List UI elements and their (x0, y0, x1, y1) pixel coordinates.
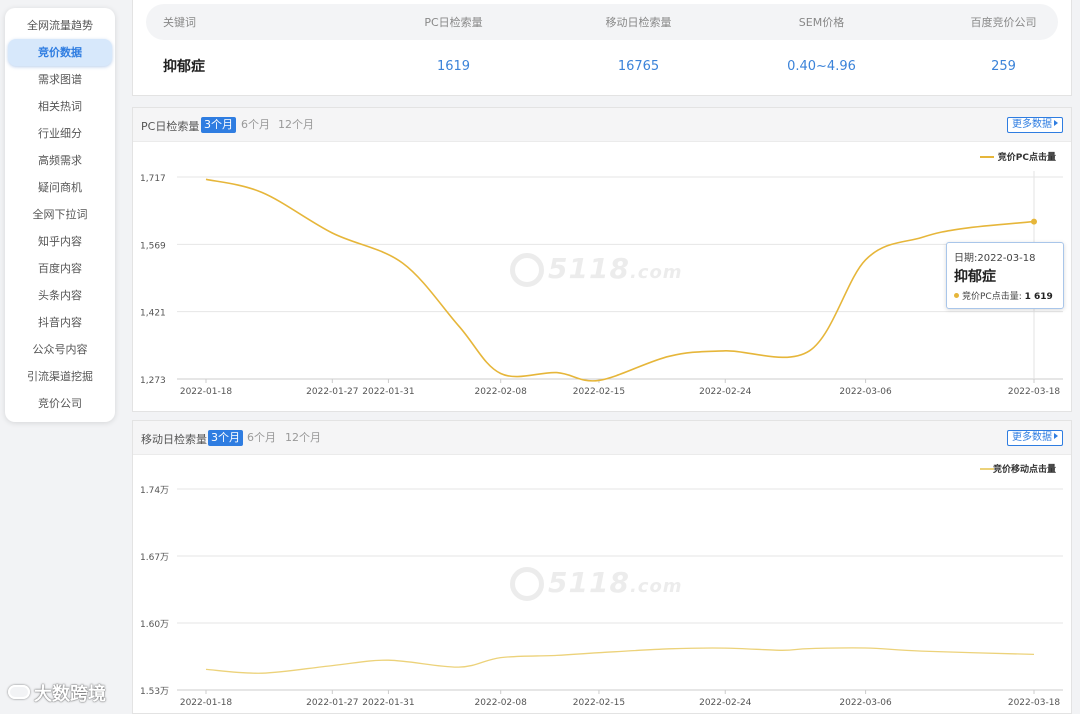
pc-x-tick-label: 2022-01-18 (180, 387, 233, 397)
mobile-x-tick-label: 2022-03-18 (1008, 698, 1061, 708)
mobile-legend-label: 竞价移动点击量 (992, 463, 1056, 475)
tooltip-keyword: 抑郁症 (954, 269, 996, 285)
mobile-x-tick-label: 2022-03-06 (839, 698, 892, 708)
watermark-logo: 5118.com (510, 252, 683, 287)
sidebar-item-douyin-content[interactable]: 抖音内容 (38, 316, 82, 329)
tooltip-date: 日期:2022-03-18 (954, 253, 1036, 264)
cell-pc-search[interactable]: 1619 (436, 58, 471, 74)
watermark-circle-icon (510, 253, 544, 287)
tooltip-series-label: 竞价PC点击量: (962, 292, 1022, 302)
pc-x-tick-label: 2022-02-15 (573, 387, 625, 397)
mobile-search-panel: 移动日检索量 3个月 6个月 12个月 更多数据 (132, 420, 1072, 714)
header-keyword: 关键词 (163, 16, 196, 29)
mobile-x-tick-label: 2022-02-24 (699, 698, 752, 708)
triangle-right-icon (1054, 120, 1058, 126)
pc-y-tick-label: 1,717 (140, 174, 166, 184)
header-mobile-search: 移动日检索量 (605, 16, 672, 29)
sidebar-item-industry-segment[interactable]: 行业细分 (38, 127, 82, 140)
sidebar-item-zhihu-content[interactable]: 知乎内容 (38, 235, 82, 248)
header-sem-price: SEM价格 (798, 16, 845, 29)
sidebar-item-traffic-channel[interactable]: 引流渠道挖掘 (27, 370, 93, 383)
pc-x-tick-label: 2022-01-31 (362, 387, 414, 397)
corner-watermark: 大数跨境 (8, 680, 106, 706)
pc-legend-label: 竞价PC点击量 (997, 151, 1056, 163)
keyword-summary-table: 关键词 PC日检索量 移动日检索量 SEM价格 百度竞价公司 抑郁症 1619 … (132, 0, 1072, 96)
mobile-range-3m-button[interactable]: 3个月 (208, 430, 243, 446)
mobile-x-tick-label: 2022-02-15 (573, 698, 625, 708)
header-bidding-companies: 百度竞价公司 (970, 16, 1037, 29)
header-pc-search: PC日检索量 (424, 16, 483, 29)
sidebar-item-bidding-data[interactable]: 竞价数据 (8, 39, 112, 66)
sidebar-item-dropdown-words[interactable]: 全网下拉词 (32, 208, 88, 221)
mobile-panel-header: 移动日检索量 3个月 6个月 12个月 更多数据 (133, 421, 1071, 455)
pc-more-data-label: 更多数据 (1012, 119, 1052, 130)
pc-y-tick-label: 1,273 (140, 376, 166, 386)
mobile-range-6m-button[interactable]: 6个月 (247, 431, 276, 444)
pc-range-12m-button[interactable]: 12个月 (278, 118, 314, 131)
mobile-more-data-button[interactable]: 更多数据 (1007, 430, 1063, 446)
pc-series-line[interactable] (205, 178, 1035, 382)
mobile-y-tick-label: 1.53万 (140, 687, 169, 697)
sidebar-item-question-opportunity[interactable]: 疑问商机 (38, 181, 82, 194)
cell-keyword: 抑郁症 (163, 59, 205, 75)
mobile-y-tick-label: 1.74万 (140, 486, 169, 496)
pc-search-panel: PC日检索量 3个月 6个月 12个月 更多数据 (132, 107, 1072, 412)
chart-tooltip: 日期:2022-03-18 抑郁症 竞价PC点击量: 1 619 (946, 242, 1064, 309)
mobile-x-tick-label: 2022-01-31 (362, 698, 414, 708)
mobile-range-12m-button[interactable]: 12个月 (285, 431, 321, 444)
pc-data-point[interactable] (1031, 218, 1037, 225)
pc-x-tick-label: 2022-02-08 (475, 387, 528, 397)
sidebar-item-demand-graph[interactable]: 需求图谱 (38, 73, 82, 86)
mobile-panel-title: 移动日检索量 (141, 433, 207, 446)
mobile-y-tick-label: 1.60万 (140, 620, 169, 630)
sidebar-item-toutiao-content[interactable]: 头条内容 (38, 289, 82, 302)
pc-x-tick-label: 2022-02-24 (699, 387, 752, 397)
mobile-series-line[interactable] (205, 647, 1035, 674)
sidebar-item-high-freq-demand[interactable]: 高频需求 (38, 154, 82, 167)
cell-bidding-companies[interactable]: 259 (991, 58, 1016, 74)
pc-x-tick-label: 2022-03-06 (839, 387, 892, 397)
pc-y-tick-label: 1,421 (140, 309, 166, 319)
pc-more-data-button[interactable]: 更多数据 (1007, 117, 1063, 133)
table-row: 抑郁症 1619 16765 0.40~4.96 259 (146, 44, 1058, 88)
tooltip-value: 1 619 (1024, 292, 1053, 302)
mobile-x-tick-label: 2022-01-18 (180, 698, 233, 708)
cell-sem-price[interactable]: 0.40~4.96 (787, 58, 856, 74)
watermark-circle-icon (510, 567, 544, 601)
sidebar-item-related-hot-words[interactable]: 相关热词 (38, 100, 82, 113)
pc-y-tick-label: 1,569 (140, 241, 166, 251)
mobile-x-tick-label: 2022-01-27 (306, 698, 358, 708)
sidebar-item-bidding-company[interactable]: 竞价公司 (38, 397, 82, 410)
sidebar-item-traffic-trend[interactable]: 全网流量趋势 (27, 19, 93, 32)
pc-panel-header: PC日检索量 3个月 6个月 12个月 更多数据 (133, 108, 1071, 142)
pc-x-tick-label: 2022-03-18 (1008, 387, 1061, 397)
series-dot-icon (954, 293, 959, 298)
sidebar-item-wechat-content[interactable]: 公众号内容 (32, 343, 88, 356)
watermark-logo: 5118.com (510, 566, 683, 601)
pc-range-6m-button[interactable]: 6个月 (241, 118, 270, 131)
pc-range-3m-button[interactable]: 3个月 (201, 117, 236, 133)
sidebar-item-baidu-content[interactable]: 百度内容 (38, 262, 82, 275)
mobile-x-tick-label: 2022-02-08 (475, 698, 528, 708)
pc-panel-title: PC日检索量 (141, 120, 200, 133)
pc-x-tick-label: 2022-01-27 (306, 387, 358, 397)
mobile-more-data-label: 更多数据 (1012, 432, 1052, 443)
sidebar-nav: 全网流量趋势 竞价数据 需求图谱 相关热词 行业细分 高频需求 疑问商机 全网下… (5, 8, 115, 422)
table-header: 关键词 PC日检索量 移动日检索量 SEM价格 百度竞价公司 (146, 4, 1058, 40)
tooltip-value-row: 竞价PC点击量: 1 619 (954, 289, 1056, 302)
triangle-right-icon (1054, 433, 1058, 439)
chat-bubble-icon (8, 685, 30, 699)
cell-mobile-search[interactable]: 16765 (617, 58, 660, 74)
mobile-y-tick-label: 1.67万 (140, 553, 169, 563)
